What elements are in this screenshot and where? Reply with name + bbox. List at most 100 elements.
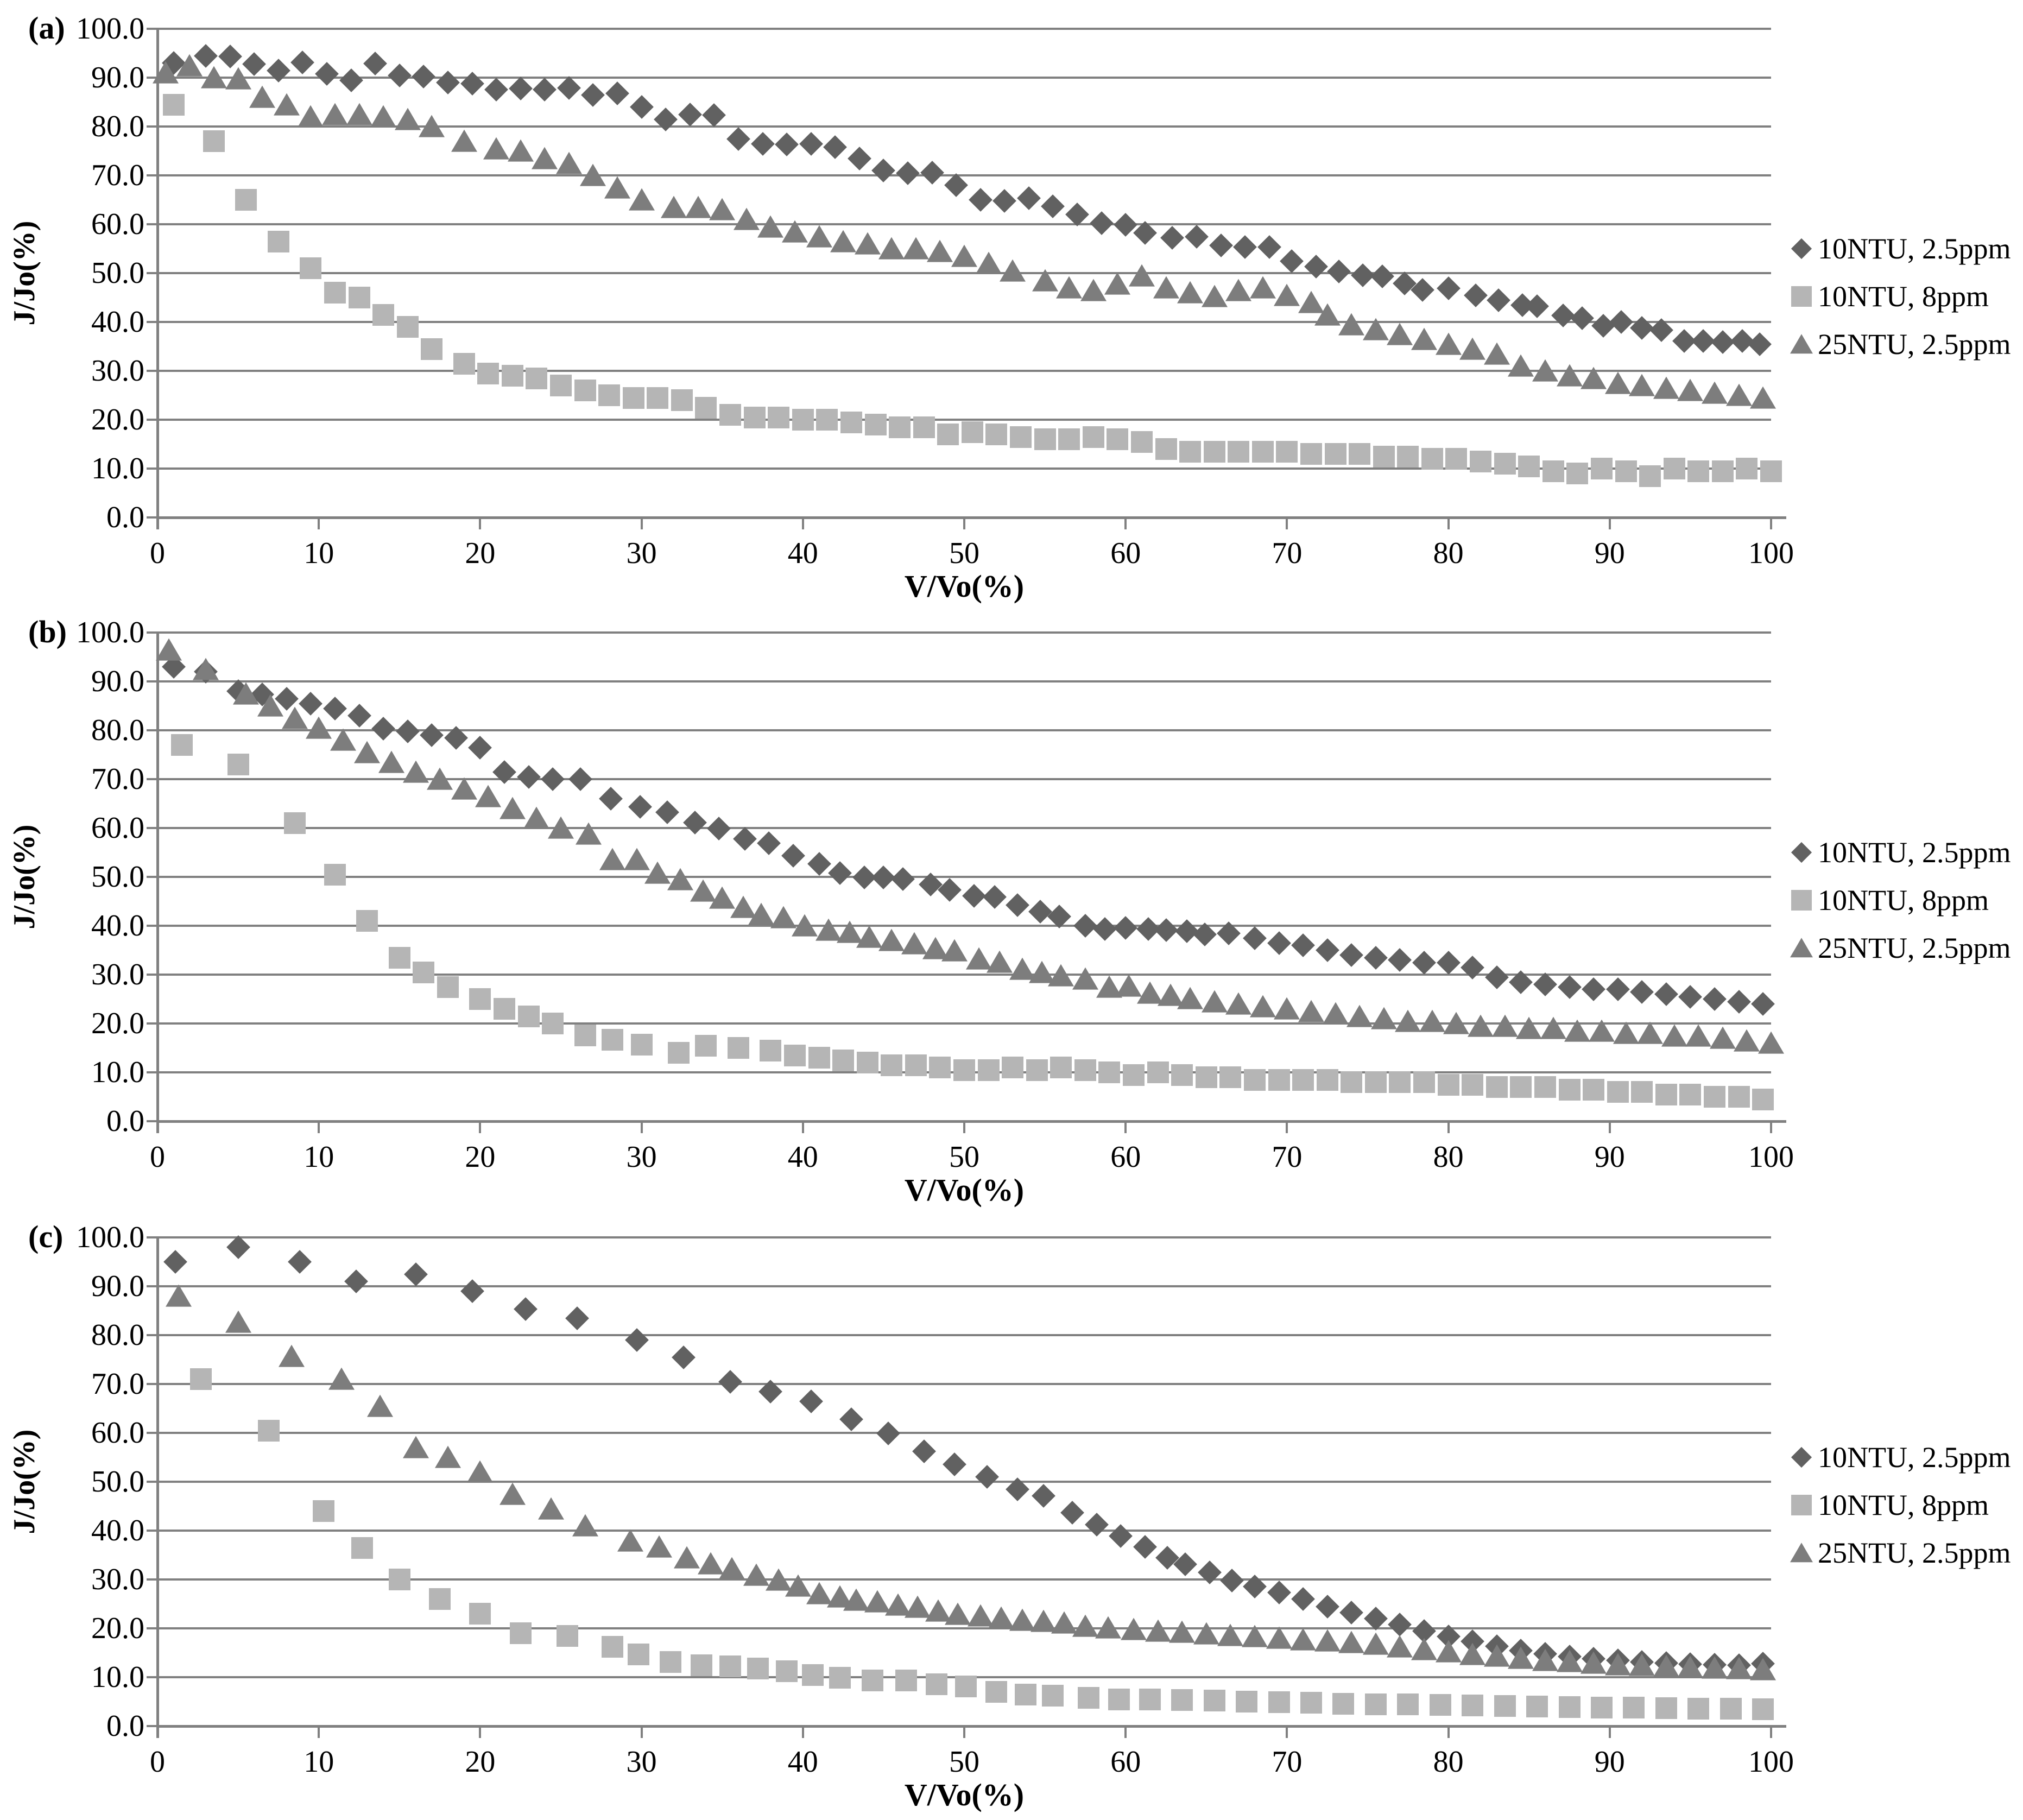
data-point-marker	[661, 195, 687, 218]
y-axis-tick	[147, 925, 157, 927]
data-point-marker	[1114, 915, 1138, 940]
data-point-marker	[1338, 1631, 1365, 1653]
data-point-marker	[1338, 313, 1365, 336]
data-point-marker	[1114, 212, 1138, 237]
y-axis-tick	[147, 174, 157, 176]
data-point-marker	[324, 282, 346, 304]
data-point-marker	[1290, 1628, 1317, 1651]
data-point-marker	[1077, 1686, 1099, 1709]
x-axis-tick	[1447, 1726, 1450, 1738]
x-tick-label: 70	[1272, 1140, 1303, 1174]
data-point-marker	[550, 375, 572, 396]
data-point-marker	[836, 920, 863, 943]
data-point-marker	[781, 220, 808, 243]
data-point-marker	[1217, 921, 1241, 945]
x-tick-label: 80	[1433, 1745, 1464, 1779]
data-point-marker	[453, 352, 475, 375]
data-point-marker	[1315, 1594, 1339, 1619]
data-point-marker	[1104, 272, 1131, 295]
data-point-marker	[1171, 1064, 1193, 1086]
data-point-marker	[1016, 186, 1041, 211]
y-axis-tick	[147, 876, 157, 878]
y-tick-label: 70.0	[91, 762, 144, 796]
data-point-marker	[1557, 1645, 1582, 1669]
data-point-marker	[1685, 1024, 1712, 1047]
data-point-marker	[743, 1563, 769, 1586]
y-axis-title: J/Jo(%)	[8, 824, 41, 930]
y-axis-tick	[147, 1120, 157, 1122]
data-point-marker	[170, 734, 193, 756]
data-point-marker	[575, 822, 602, 845]
data-point-marker	[1225, 992, 1252, 1015]
data-point-marker	[1173, 1552, 1198, 1577]
data-point-marker	[871, 865, 896, 889]
x-tick-label: 80	[1433, 536, 1464, 570]
x-axis-line	[157, 1725, 1786, 1728]
data-point-marker	[201, 66, 227, 89]
data-point-marker	[889, 416, 911, 438]
y-tick-label: 10.0	[91, 1056, 144, 1089]
data-point-marker	[190, 1368, 212, 1390]
data-point-marker	[598, 384, 621, 406]
data-point-marker	[1436, 1625, 1461, 1649]
legend-item-label: 25NTU, 2.5ppm	[1818, 328, 2011, 361]
x-axis-line	[157, 516, 1786, 519]
data-point-marker	[235, 189, 257, 211]
data-point-marker	[1532, 1648, 1558, 1671]
data-point-marker	[257, 694, 284, 717]
data-point-marker	[1058, 428, 1080, 450]
data-point-marker	[1315, 938, 1339, 962]
data-point-marker	[298, 105, 324, 128]
data-point-marker	[388, 946, 410, 969]
data-point-marker	[770, 906, 797, 928]
y-tick-label: 30.0	[91, 1563, 144, 1596]
data-point-marker	[695, 1034, 717, 1057]
data-point-marker	[1136, 981, 1163, 1004]
data-point-marker	[574, 1024, 596, 1046]
x-axis-tick	[318, 517, 320, 529]
data-point-marker	[1436, 276, 1461, 300]
y-axis-tick	[147, 467, 157, 470]
data-point-marker	[1072, 967, 1098, 990]
data-point-marker	[351, 1537, 374, 1559]
data-point-marker	[538, 1497, 565, 1520]
data-point-marker	[165, 1284, 192, 1307]
x-tick-label: 40	[787, 536, 818, 570]
data-point-marker	[1028, 961, 1055, 984]
legend-item-label: 10NTU, 2.5ppm	[1818, 232, 2011, 265]
data-point-marker	[690, 879, 716, 902]
data-point-marker	[580, 163, 606, 186]
data-point-marker	[1314, 303, 1341, 326]
data-point-marker	[429, 1588, 451, 1610]
data-point-marker	[371, 717, 395, 741]
data-point-marker	[420, 723, 444, 747]
data-point-marker	[1485, 1076, 1508, 1098]
data-point-marker	[630, 1033, 653, 1056]
data-point-marker	[927, 239, 953, 262]
data-point-marker	[627, 1643, 649, 1665]
data-point-marker	[555, 151, 582, 174]
y-axis-tick	[147, 321, 157, 323]
data-point-marker	[843, 1588, 869, 1611]
data-point-marker	[313, 1500, 335, 1522]
y-tick-label: 40.0	[91, 1514, 144, 1547]
data-point-marker	[354, 741, 381, 763]
data-point-marker	[1047, 904, 1072, 928]
data-point-marker	[1412, 1619, 1436, 1643]
data-point-marker	[1604, 371, 1631, 394]
y-tick-label: 0.0	[106, 501, 144, 534]
data-point-marker	[1201, 990, 1228, 1013]
data-point-marker	[1032, 269, 1058, 292]
data-point-marker	[460, 71, 484, 96]
data-point-marker	[1395, 1009, 1421, 1032]
data-point-marker	[1006, 893, 1029, 918]
data-point-marker	[1145, 1619, 1171, 1642]
data-point-marker	[194, 660, 218, 684]
data-point-marker	[1316, 1069, 1338, 1091]
data-point-marker	[807, 851, 831, 876]
data-point-marker	[1510, 1076, 1532, 1098]
y-tick-label: 10.0	[91, 452, 144, 485]
data-point-marker	[1678, 984, 1703, 1009]
x-axis-tick	[156, 1726, 159, 1738]
data-point-marker	[370, 105, 397, 128]
